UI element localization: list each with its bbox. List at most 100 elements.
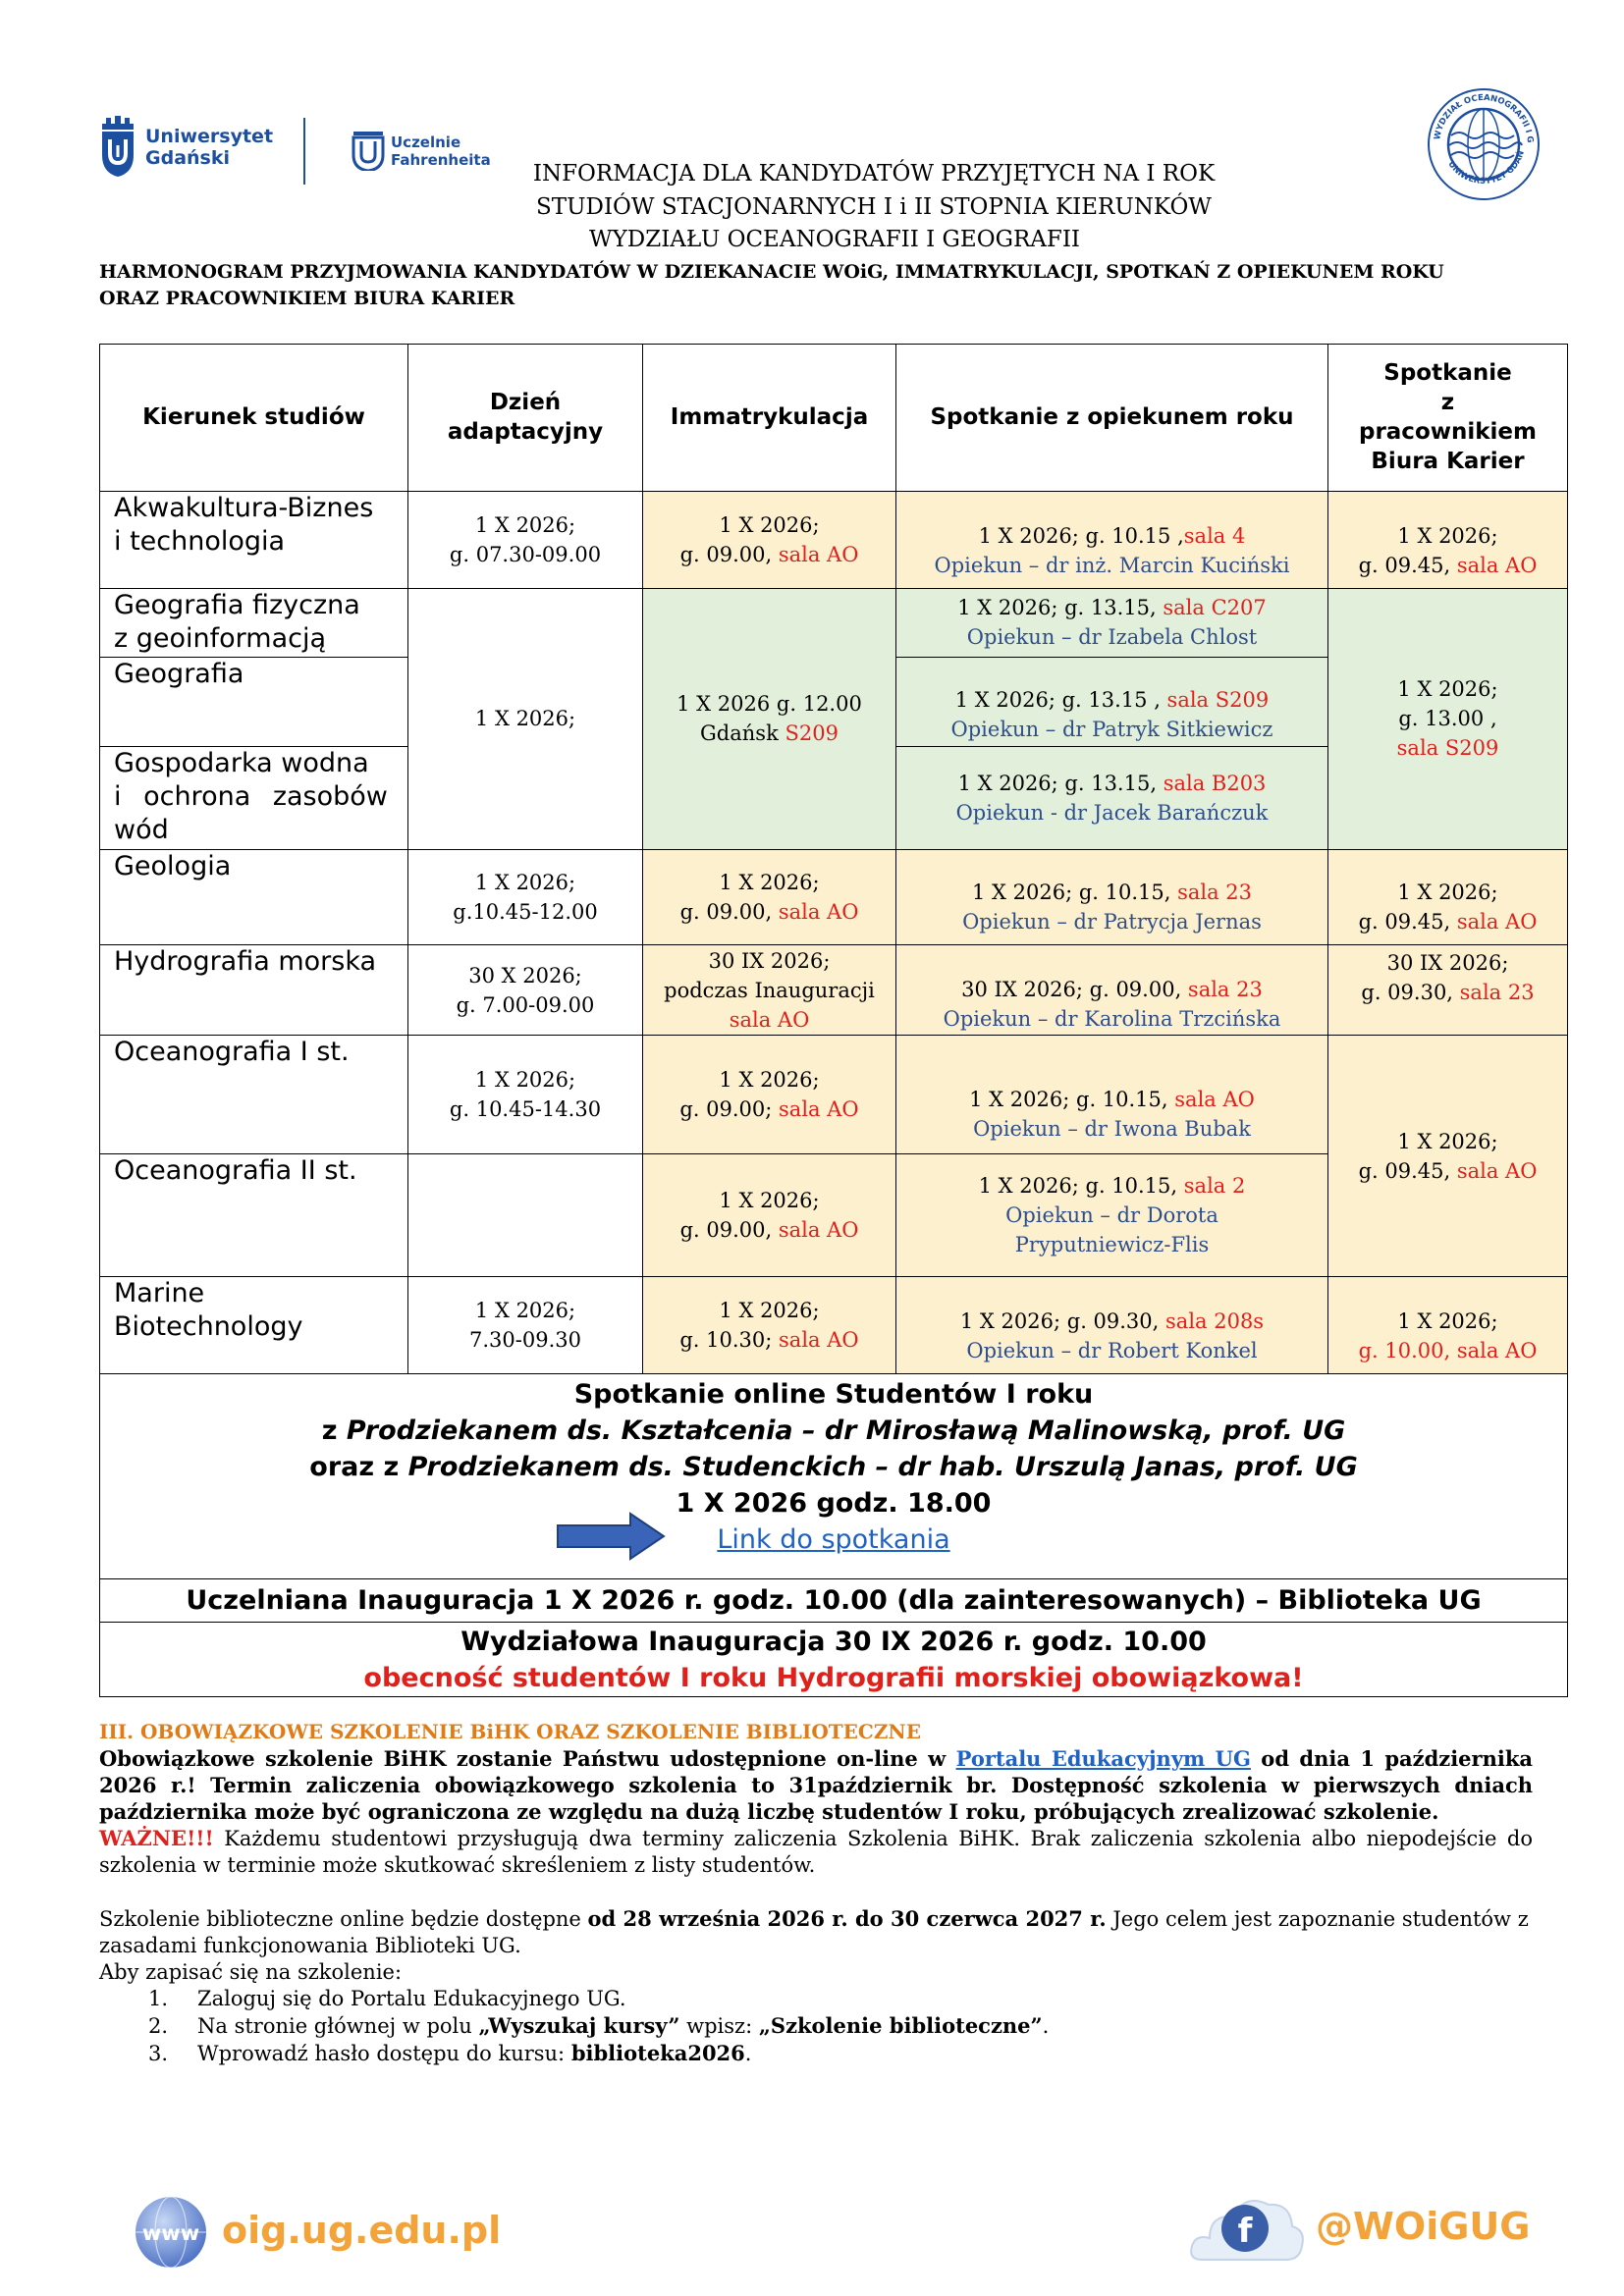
opiekun-cell: 30 IX 2026; g. 09.00, sala 23 Opiekun – d… (895, 944, 1328, 1037)
room-text: sala AO (1456, 1158, 1538, 1183)
cell-line: 1 X 2026; g. 10.15, sala AO (900, 1085, 1324, 1114)
list-text: . (744, 2042, 752, 2065)
online-meeting-row: Spotkanie online Studentów I roku z Prod… (99, 1373, 1568, 1579)
cell-line: g. 09.45, sala AO (1332, 551, 1563, 580)
online-link-line: Link do spotkania (104, 1512, 1563, 1561)
fahrenheit-logo: Uczelnie Fahrenheita (352, 130, 518, 179)
cell-line: g. 09.00, sala AO (647, 1215, 892, 1245)
cell-line: 1 X 2026; (1397, 523, 1498, 548)
karier-cell: 1 X 2026; g. 09.45, sala AO (1327, 848, 1568, 946)
facebook-f-label: f (1238, 2212, 1254, 2251)
portal-edukacyjny-link[interactable]: Portalu Edukacyjnym UG (955, 1746, 1251, 1771)
col-header-karier-1: Spotkanie (1383, 360, 1512, 387)
room-text: sala AO (778, 1217, 859, 1242)
wazne-label: WAŻNE!!! (99, 1826, 214, 1850)
opiekun-name: Opiekun - dr Jacek Barańczuk (955, 800, 1269, 825)
time-text: 1 X 2026; g. 10.15, (978, 1173, 1184, 1198)
p2-text: Każdemu studentowi przysługują dwa termi… (99, 1827, 1533, 1877)
cell-line: 30 IX 2026; g. 09.00, sala 23 (900, 975, 1324, 1004)
cell-line: g. 07.30-09.00 (449, 542, 602, 566)
inauguration-faculty-cell: Wydziałowa Inauguracja 30 IX 2026 r. god… (99, 1622, 1568, 1697)
cell-line: 1 X 2026; (1397, 1309, 1498, 1334)
table-row: Hydrografia morska 30 X 2026; g. 7.00-09.… (99, 944, 1568, 1037)
time-text: 1 X 2026; g. 10.15 , (978, 523, 1184, 548)
col-header-dzien-2: adaptacyjny (447, 419, 604, 446)
time-text: 1 X 2026; g. 13.15, (957, 771, 1164, 795)
header-line3: WYDZIAŁU OCEANOGRAFII I GEOGRAFII (588, 227, 1081, 252)
table-row: Marine Biotechnology 1 X 2026; 7.30-09.30 … (99, 1275, 1568, 1375)
room-text: sala 4 (1183, 523, 1246, 548)
online-text: z (321, 1415, 347, 1447)
footer-social[interactable]: f @WOiGUG (1188, 2181, 1530, 2275)
list-text-bold: „Wyszukaj kursy” (478, 2013, 680, 2038)
opiekun-cell: 1 X 2026; g. 10.15, sala 2 Opiekun – dr D… (895, 1152, 1328, 1277)
dzien-cell: 1 X 2026; g. 10.45-14.30 (407, 1035, 643, 1154)
online-meeting-line2: z Prodziekanem ds. Kształcenia – dr Miro… (104, 1413, 1563, 1449)
kierunek-hydrografia-morska: Hydrografia morska (99, 944, 408, 1037)
spacer (99, 1879, 1533, 1905)
immat-cell: 1 X 2026; g. 09.00, sala AO (642, 848, 896, 946)
kierunek-name: wód (114, 814, 169, 845)
cell-line: g. 7.00-09.00 (456, 992, 595, 1017)
cell-line: 1 X 2026; (1397, 881, 1498, 904)
opiekun-name: Opiekun – dr Dorota (1005, 1202, 1218, 1227)
list-text: Na stronie głównej w polu (197, 2014, 479, 2038)
cell-line: 1 X 2026; (719, 1067, 820, 1092)
time-text: g. 09.00, (679, 542, 779, 566)
ug-logo: Uniwersytet Gdański (98, 116, 275, 185)
cell-line: g. 09.30, sala 23 (1332, 978, 1563, 1007)
fahrenheit-crest-icon (352, 132, 385, 173)
opiekun-cell: 1 X 2026; g. 13.15 , sala S209 Opiekun – … (895, 656, 1328, 747)
opiekun-cell: 1 X 2026; g. 10.15, sala AO Opiekun – dr … (895, 1035, 1328, 1154)
website-text: oig.ug.edu.pl (222, 2209, 502, 2252)
karier-cell: 1 X 2026; g. 09.45, sala AO (1327, 490, 1568, 589)
cell-line: 1 X 2026; (719, 871, 820, 894)
table-row: Gospodarka wodna i ochrona zasobów wód 1 X… (99, 745, 1568, 850)
header-line2: STUDIÓW STACJONARNYCH I i II STOPNIA KIE… (536, 194, 1212, 220)
cell-line: 1 X 2026; g. 10.15, sala 23 (900, 878, 1324, 907)
www-globe-icon: www (135, 2196, 206, 2269)
fahrenheit-logo-line1: Uczelnie (391, 133, 461, 151)
cell-line: 1 X 2026; (719, 1299, 820, 1323)
cell-line: 1 X 2026; (474, 1067, 576, 1092)
immat-cell: 1 X 2026; g. 09.00, sala AO (642, 1152, 896, 1277)
cell-line: 1 X 2026; (474, 512, 576, 537)
section3-paragraph3: Szkolenie biblioteczne online będzie dos… (99, 1905, 1533, 1959)
subtitle-line1: HARMONOGRAM PRZYJMOWANIA KANDYDATÓW W DZ… (99, 261, 1444, 283)
opiekun-cell: 1 X 2026; g. 10.15, sala 23 Opiekun – dr … (895, 848, 1328, 946)
cell-line: 30 IX 2026; (1386, 950, 1509, 975)
cell-line: 1 X 2026; g. 09.30, sala 208s (900, 1307, 1324, 1336)
table-row: Geologia 1 X 2026; g.10.45-12.00 1 X 2026… (99, 848, 1568, 946)
online-text: oraz z (309, 1452, 408, 1483)
table-row: Geografia fizyczna z geoinformacją 1 X 20… (99, 587, 1568, 850)
table-row: Oceanografia II st. 1 X 2026; g. 09.00, s… (99, 1152, 1568, 1277)
logo-divider (303, 118, 305, 185)
cell-line: g. 09.00; sala AO (647, 1095, 892, 1124)
room-text: sala AO (1456, 910, 1538, 934)
time-text: 1 X 2026; g. 09.30, (959, 1309, 1166, 1334)
opiekun-name: Pryputniewicz-Flis (1014, 1232, 1210, 1256)
time-text: g. 09.45, (1358, 553, 1457, 577)
online-prodziekan-studenckich: Prodziekanem ds. Studenckich – dr hab. U… (407, 1452, 1358, 1483)
section3-title: III. OBOWIĄZKOWE SZKOLENIE BiHK ORAZ SZK… (99, 1720, 921, 1743)
footer-website[interactable]: www oig.ug.edu.pl (134, 2195, 501, 2269)
col-header-dzien: Dzień adaptacyjny (407, 344, 643, 492)
time-text: g. 09.00, (679, 1217, 779, 1242)
room-text: sala 23 (1459, 980, 1535, 1004)
kierunek-geografia-fizyczna: Geografia fizyczna z geoinformacją (99, 587, 408, 658)
room-text: sala B203 (1163, 771, 1267, 795)
meeting-link[interactable]: Link do spotkania (717, 1524, 950, 1556)
kierunek-name: Biotechnology (114, 1310, 303, 1342)
list-text: Zaloguj się do Portalu Edukacyjnego UG. (197, 1987, 626, 2010)
kierunek-name: Geografia fizyczna (114, 589, 360, 620)
time-text: 30 IX 2026; g. 09.00, (961, 977, 1188, 1001)
room-text: sala AO (1456, 1339, 1538, 1363)
cell-line: g. 10.30; sala AO (647, 1325, 892, 1355)
room-text: sala 2 (1183, 1173, 1246, 1198)
cell-line: 1 X 2026; g. 10.15 ,sala 4 (900, 521, 1324, 551)
schedule-table: Kierunek studiów Dzień adaptacyjny Immatr… (99, 344, 1568, 1697)
room-text: sala AO (778, 542, 859, 566)
kierunek-akwakultura: Akwakultura-Biznes i technologia (99, 490, 408, 589)
cell-line: Gdańsk S209 (647, 719, 892, 748)
online-meeting-date: 1 X 2026 godz. 18.00 (676, 1488, 992, 1520)
